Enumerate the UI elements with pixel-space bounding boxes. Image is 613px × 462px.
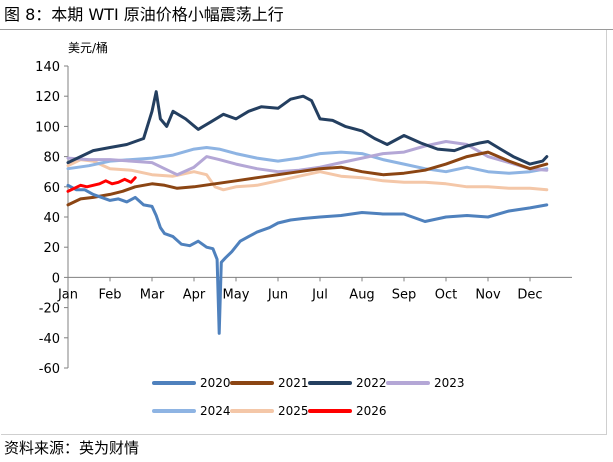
y-tick-label: -20 xyxy=(39,302,60,317)
x-tick-label: Dec xyxy=(517,287,542,302)
series-line-2024 xyxy=(66,146,549,175)
series-line-2025 xyxy=(66,158,549,192)
figure-title: 图 8：本期 WTI 原油价格小幅震荡上行 xyxy=(4,5,284,24)
series-line-2023 xyxy=(66,140,549,177)
y-tick-label: 80 xyxy=(43,151,60,166)
x-tick-label: May xyxy=(223,287,250,302)
x-tick-label: Jun xyxy=(267,287,288,302)
legend-label-2025: 2025 xyxy=(278,404,309,418)
title-divider xyxy=(0,29,613,30)
x-tick-label: Feb xyxy=(98,287,121,302)
source-note: 资料来源：英为财情 xyxy=(4,439,140,457)
x-tick-label: Oct xyxy=(435,287,457,302)
chart-legend: 2020 2021 2022 2023 2024 2025 2026 xyxy=(152,376,465,418)
x-tick-label: Sep xyxy=(392,287,417,302)
x-tick-label: Mar xyxy=(140,287,165,302)
y-tick-label: 100 xyxy=(35,120,60,135)
y-tick-label: 120 xyxy=(35,90,60,105)
wti-price-chart: 美元/桶 -60 -40 -20 0 20 40 60 80 100 120 140 Jan Feb Mar… xyxy=(35,40,572,418)
x-tick-label: Jul xyxy=(311,287,328,302)
y-axis-title: 美元/桶 xyxy=(68,40,108,55)
y-tick-label: 0 xyxy=(52,271,60,286)
legend-label-2020: 2020 xyxy=(200,376,231,390)
chart-series-lines xyxy=(66,90,549,335)
y-tick-label: -60 xyxy=(39,362,60,377)
series-line-2020 xyxy=(66,183,549,335)
legend-label-2023: 2023 xyxy=(434,376,465,390)
y-tick-label: 40 xyxy=(43,211,60,226)
legend-label-2024: 2024 xyxy=(200,404,231,418)
legend-label-2021: 2021 xyxy=(278,376,309,390)
legend-label-2022: 2022 xyxy=(356,376,387,390)
y-tick-label: 20 xyxy=(43,241,60,256)
series-line-2022 xyxy=(66,90,549,166)
x-tick-label: Aug xyxy=(349,287,374,302)
series-line-2026 xyxy=(66,176,137,193)
y-tick-label: 60 xyxy=(43,181,60,196)
x-tick-label: Apr xyxy=(183,287,206,302)
x-tick-label: Nov xyxy=(475,287,501,302)
legend-label-2026: 2026 xyxy=(356,404,387,418)
y-tick-label: -40 xyxy=(39,332,60,347)
y-tick-label: 140 xyxy=(35,60,60,75)
chart-frame xyxy=(1,30,607,435)
x-tick-label: Jan xyxy=(57,287,78,302)
series-line-2021 xyxy=(66,150,549,207)
chart-axes: 美元/桶 -60 -40 -20 0 20 40 60 80 100 120 140 Jan Feb Mar… xyxy=(35,40,572,377)
